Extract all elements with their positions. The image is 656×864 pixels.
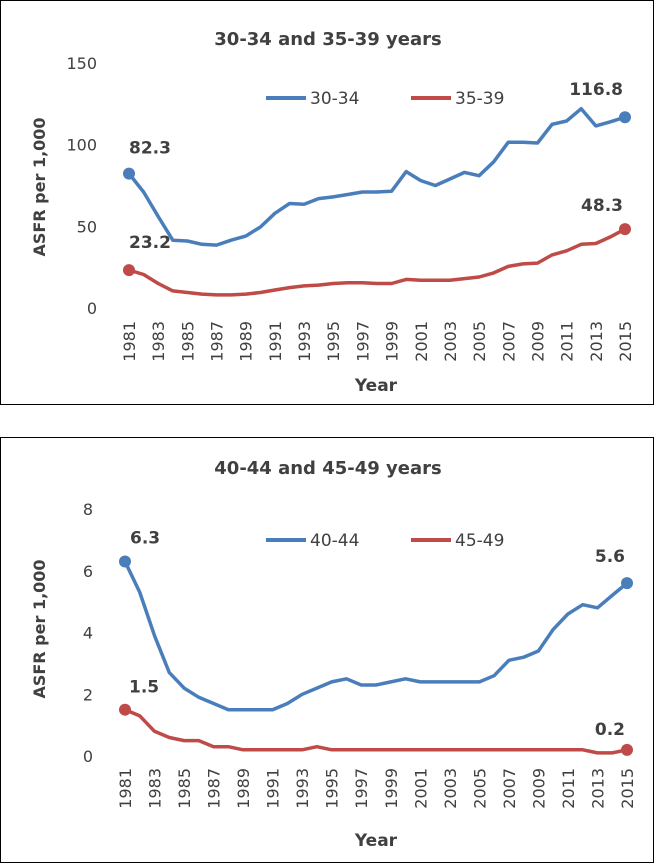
data-label-end-45-49: 0.2 xyxy=(595,720,625,740)
data-label-start-45-49: 1.5 xyxy=(129,678,159,698)
x-tick-label: 1997 xyxy=(352,768,371,809)
chart-title: 40-44 and 45-49 years xyxy=(214,458,441,479)
x-tick-label: 1995 xyxy=(324,321,343,362)
x-tick-label: 1991 xyxy=(266,321,285,362)
legend-label-45-49: 45-49 xyxy=(455,531,504,551)
x-tick-label: 1981 xyxy=(116,768,135,809)
x-tick-label: 1991 xyxy=(264,768,283,809)
legend-label-40-44: 40-44 xyxy=(310,531,359,551)
y-tick-label: 0 xyxy=(87,299,97,318)
x-axis-label: Year xyxy=(354,831,398,851)
y-tick-label: 8 xyxy=(83,500,93,519)
x-tick-label: 1985 xyxy=(175,768,194,809)
x-tick-label: 2011 xyxy=(558,321,577,362)
x-tick-label: 2013 xyxy=(588,768,607,809)
x-tick-label: 2001 xyxy=(412,321,431,362)
x-tick-label: 1987 xyxy=(208,321,227,362)
x-tick-label: 2013 xyxy=(587,321,606,362)
series-line-30-34 xyxy=(129,109,625,245)
x-tick-label: 2015 xyxy=(618,768,637,809)
x-tick-label: 2011 xyxy=(559,768,578,809)
x-tick-label: 1993 xyxy=(295,321,314,362)
data-label-start-40-44: 6.3 xyxy=(130,528,160,548)
chart-asfr-30-39: 30-34 and 35-39 years 0 50 100 150 1981 1983 19… xyxy=(1,1,655,406)
x-tick-label: 1997 xyxy=(353,321,372,362)
x-tick-label: 1981 xyxy=(120,321,139,362)
data-label-start-30-34: 82.3 xyxy=(129,139,171,159)
y-tick-label: 150 xyxy=(66,54,97,73)
x-tick-label: 2001 xyxy=(411,768,430,809)
chart-panel-30-49-top: 30-34 and 35-39 years 0 50 100 150 1981 1983 19… xyxy=(0,0,654,405)
x-tick-label: 1985 xyxy=(178,321,197,362)
x-tick-label: 2007 xyxy=(500,768,519,809)
chart-asfr-40-49: 40-44 and 45-49 years 0 2 4 6 8 1981 1983 1985 19… xyxy=(1,438,655,864)
data-point-40-44 xyxy=(621,577,633,589)
x-tick-label: 1983 xyxy=(149,321,168,362)
x-tick-label: 1987 xyxy=(205,768,224,809)
x-tick-label: 2009 xyxy=(529,768,548,809)
data-point-45-49 xyxy=(621,744,633,756)
x-tick-label: 1999 xyxy=(383,321,402,362)
y-axis-label: ASFR per 1,000 xyxy=(30,117,49,256)
chart-panel-40-49-bottom: 40-44 and 45-49 years 0 2 4 6 8 1981 1983 1985 19… xyxy=(0,437,654,863)
legend-label-30-34: 30-34 xyxy=(310,89,359,109)
x-tick-label: 2015 xyxy=(616,321,635,362)
x-tick-label: 1993 xyxy=(293,768,312,809)
x-tick-label: 2005 xyxy=(470,321,489,362)
data-point-40-44 xyxy=(119,555,131,567)
series-line-35-39 xyxy=(129,229,625,295)
legend-label-35-39: 35-39 xyxy=(455,89,504,109)
data-label-end-30-34: 116.8 xyxy=(569,80,623,100)
x-tick-label: 1995 xyxy=(323,768,342,809)
data-label-start-35-39: 23.2 xyxy=(129,233,171,253)
x-tick-label: 2005 xyxy=(470,768,489,809)
x-tick-label: 1989 xyxy=(234,768,253,809)
chart-title: 30-34 and 35-39 years xyxy=(214,29,441,50)
y-axis-label: ASFR per 1,000 xyxy=(30,559,49,698)
y-tick-label: 6 xyxy=(83,562,93,581)
x-tick-label: 2007 xyxy=(499,321,518,362)
data-point-30-34 xyxy=(123,168,135,180)
x-tick-label: 1983 xyxy=(146,768,165,809)
data-point-35-39 xyxy=(619,223,631,235)
y-tick-label: 0 xyxy=(83,747,93,766)
x-tick-label: 1999 xyxy=(382,768,401,809)
x-tick-label: 1989 xyxy=(237,321,256,362)
data-point-45-49 xyxy=(119,704,131,716)
y-tick-label: 50 xyxy=(77,217,97,236)
x-tick-label: 2003 xyxy=(441,321,460,362)
x-tick-label: 2003 xyxy=(441,768,460,809)
y-tick-label: 100 xyxy=(66,136,97,155)
data-label-end-35-39: 48.3 xyxy=(581,196,623,216)
x-axis-label: Year xyxy=(354,376,398,396)
data-point-30-34 xyxy=(619,111,631,123)
x-tick-label: 2009 xyxy=(528,321,547,362)
data-point-35-39 xyxy=(123,264,135,276)
y-tick-label: 2 xyxy=(83,685,93,704)
series-line-40-44 xyxy=(125,562,627,710)
data-label-end-40-44: 5.6 xyxy=(595,547,625,567)
series-line-45-49 xyxy=(125,710,627,753)
y-tick-label: 4 xyxy=(83,624,93,643)
